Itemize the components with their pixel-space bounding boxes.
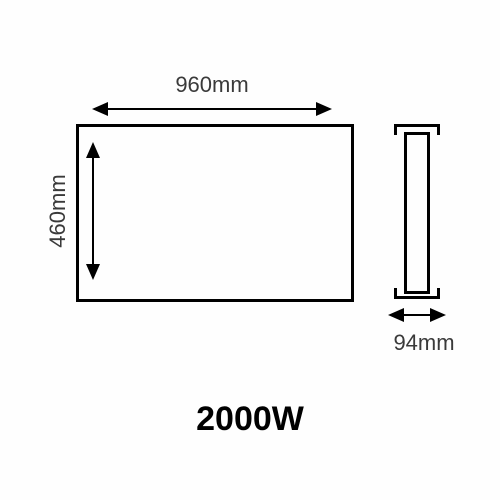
side-body-rect — [404, 132, 430, 294]
depth-arrow-line — [402, 314, 432, 316]
side-flange-bottom — [394, 288, 440, 299]
dimension-diagram: 960mm 460mm 94mm 2000W — [0, 0, 500, 500]
height-label: 460mm — [45, 161, 71, 261]
power-label: 2000W — [150, 400, 350, 439]
depth-arrow-head-left — [388, 308, 404, 322]
width-arrow-head-right — [316, 102, 332, 116]
depth-arrow-head-right — [430, 308, 446, 322]
height-arrow-head-top — [86, 142, 100, 158]
width-label: 960mm — [162, 72, 262, 98]
front-view-rect — [76, 124, 354, 302]
height-arrow-line — [92, 156, 94, 266]
depth-label: 94mm — [384, 330, 464, 356]
width-arrow-head-left — [92, 102, 108, 116]
width-arrow-line — [106, 108, 318, 110]
height-arrow-head-bottom — [86, 264, 100, 280]
